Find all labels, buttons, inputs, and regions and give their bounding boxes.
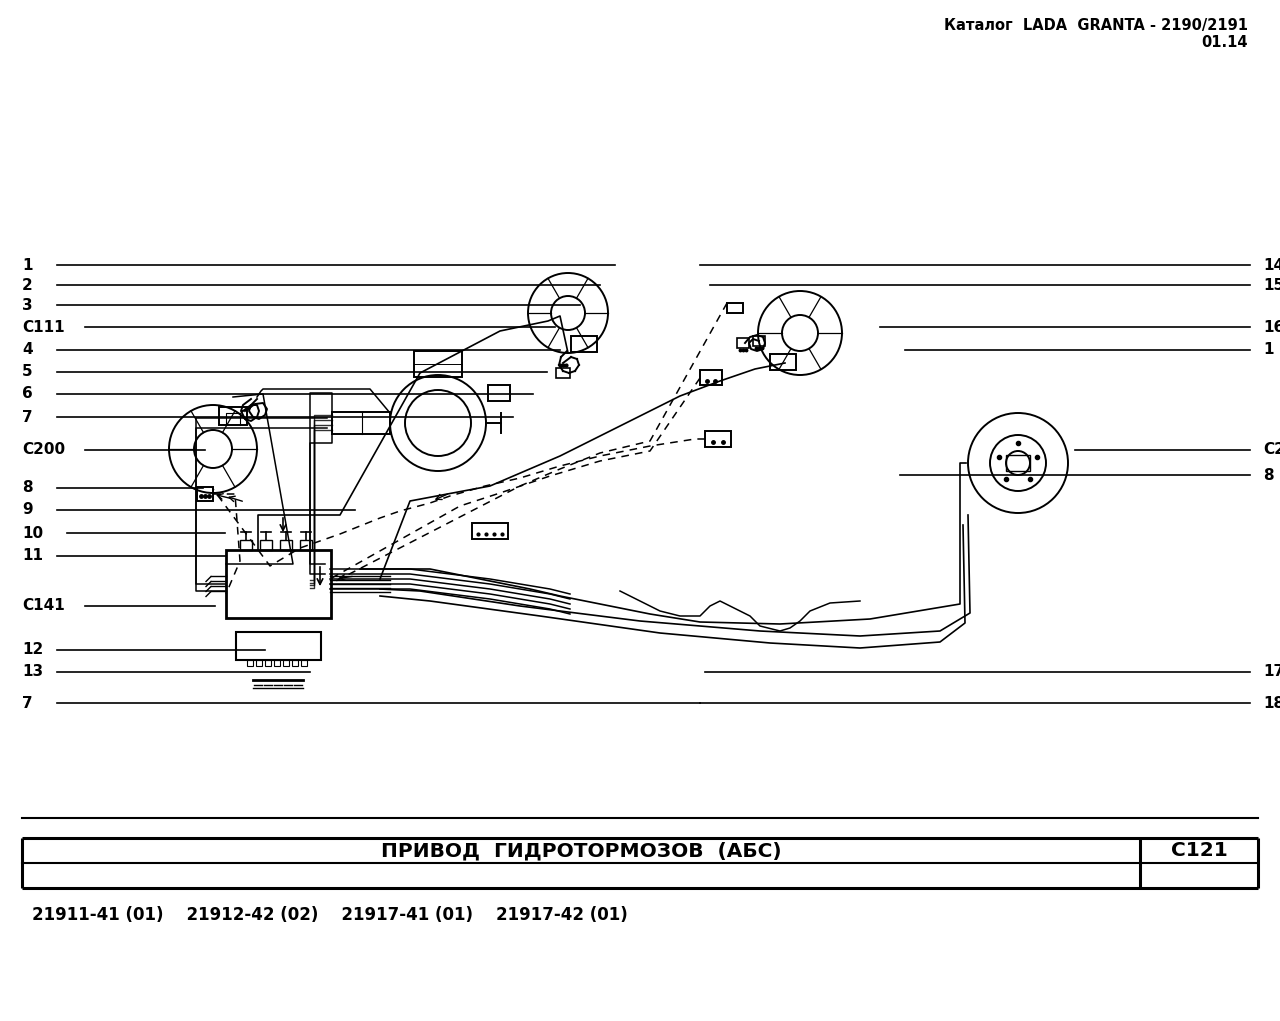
Text: 2: 2: [22, 278, 33, 292]
Text: 10: 10: [22, 526, 44, 540]
Bar: [700, 370, 722, 385]
Text: 6: 6: [22, 387, 33, 401]
Bar: [332, 412, 390, 434]
Text: 7: 7: [22, 695, 32, 711]
Bar: [472, 523, 508, 539]
Text: С220: С220: [1263, 442, 1280, 457]
Text: 7: 7: [22, 409, 32, 425]
Text: 12: 12: [22, 642, 44, 658]
Bar: [737, 338, 749, 348]
Text: 8: 8: [1263, 468, 1274, 483]
Bar: [753, 336, 765, 346]
Text: 1: 1: [22, 257, 32, 273]
Text: С141: С141: [22, 598, 65, 614]
Bar: [236, 632, 321, 660]
Text: С200: С200: [22, 442, 65, 457]
Text: 15: 15: [1263, 278, 1280, 292]
Bar: [1006, 455, 1030, 471]
Text: С121: С121: [1171, 841, 1228, 860]
Text: 4: 4: [22, 342, 32, 357]
Bar: [571, 336, 596, 352]
Bar: [227, 550, 332, 618]
Bar: [705, 431, 731, 447]
Text: С111: С111: [22, 320, 64, 335]
Text: 18: 18: [1263, 695, 1280, 711]
Text: 14: 14: [1263, 257, 1280, 273]
Text: 21911-41 (01)    21912-42 (02)    21917-41 (01)    21917-42 (01): 21911-41 (01) 21912-42 (02) 21917-41 (01…: [32, 906, 627, 924]
Text: 3: 3: [22, 297, 32, 312]
Text: 16: 16: [1263, 320, 1280, 335]
Bar: [727, 303, 742, 313]
Bar: [260, 540, 273, 550]
Bar: [280, 540, 292, 550]
Bar: [256, 660, 262, 666]
Text: 5: 5: [22, 364, 32, 380]
Bar: [247, 660, 253, 666]
Bar: [197, 487, 212, 501]
Bar: [301, 660, 307, 666]
Bar: [488, 385, 509, 401]
Text: 01.14: 01.14: [1202, 35, 1248, 50]
Bar: [274, 660, 280, 666]
Bar: [241, 540, 252, 550]
Text: 1: 1: [1263, 342, 1274, 357]
Bar: [300, 540, 312, 550]
Bar: [265, 660, 271, 666]
Text: 13: 13: [22, 665, 44, 680]
Text: 8: 8: [22, 481, 32, 495]
Bar: [556, 368, 570, 378]
Bar: [219, 407, 247, 425]
Text: 11: 11: [22, 548, 44, 564]
Bar: [771, 354, 796, 370]
Text: Каталог  LADA  GRANTA - 2190/2191: Каталог LADA GRANTA - 2190/2191: [945, 18, 1248, 33]
Bar: [413, 351, 462, 377]
Text: 17: 17: [1263, 665, 1280, 680]
Text: 9: 9: [22, 502, 32, 518]
Bar: [292, 660, 298, 666]
Bar: [283, 660, 289, 666]
Text: ПРИВОД  ГИДРОТОРМОЗОВ  (АБС): ПРИВОД ГИДРОТОРМОЗОВ (АБС): [380, 841, 781, 860]
